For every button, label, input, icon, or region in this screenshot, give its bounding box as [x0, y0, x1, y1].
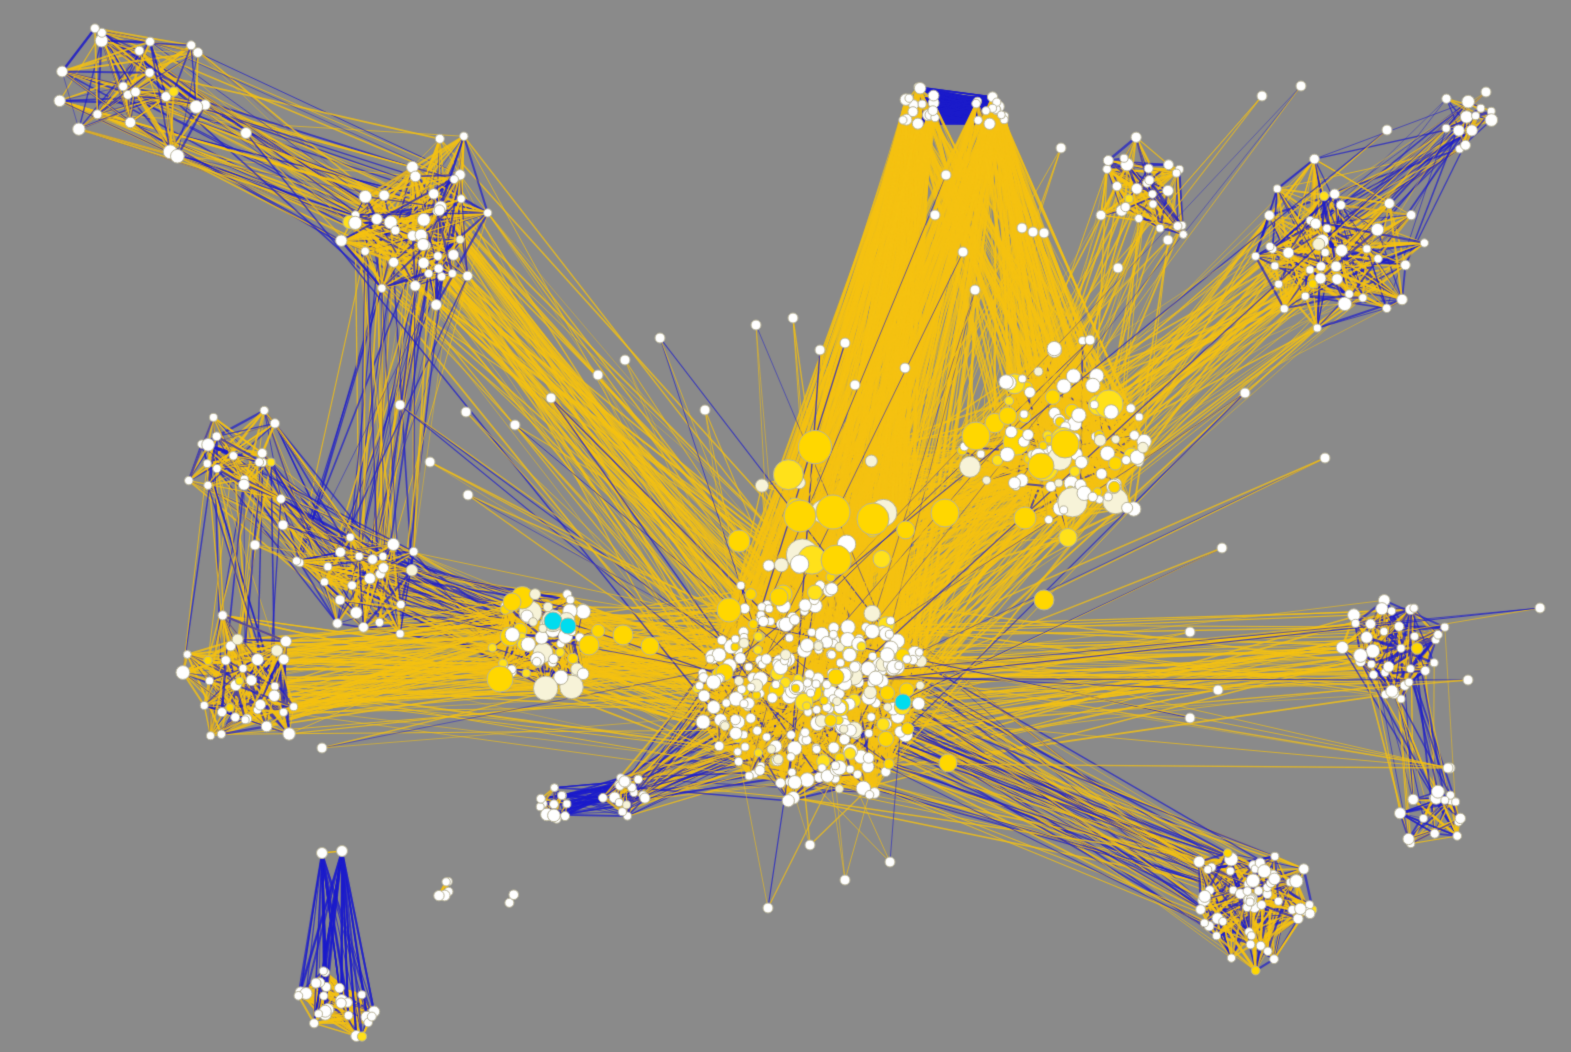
- network-graph-visualization[interactable]: [0, 0, 1571, 1052]
- graph-canvas[interactable]: [0, 0, 1571, 1052]
